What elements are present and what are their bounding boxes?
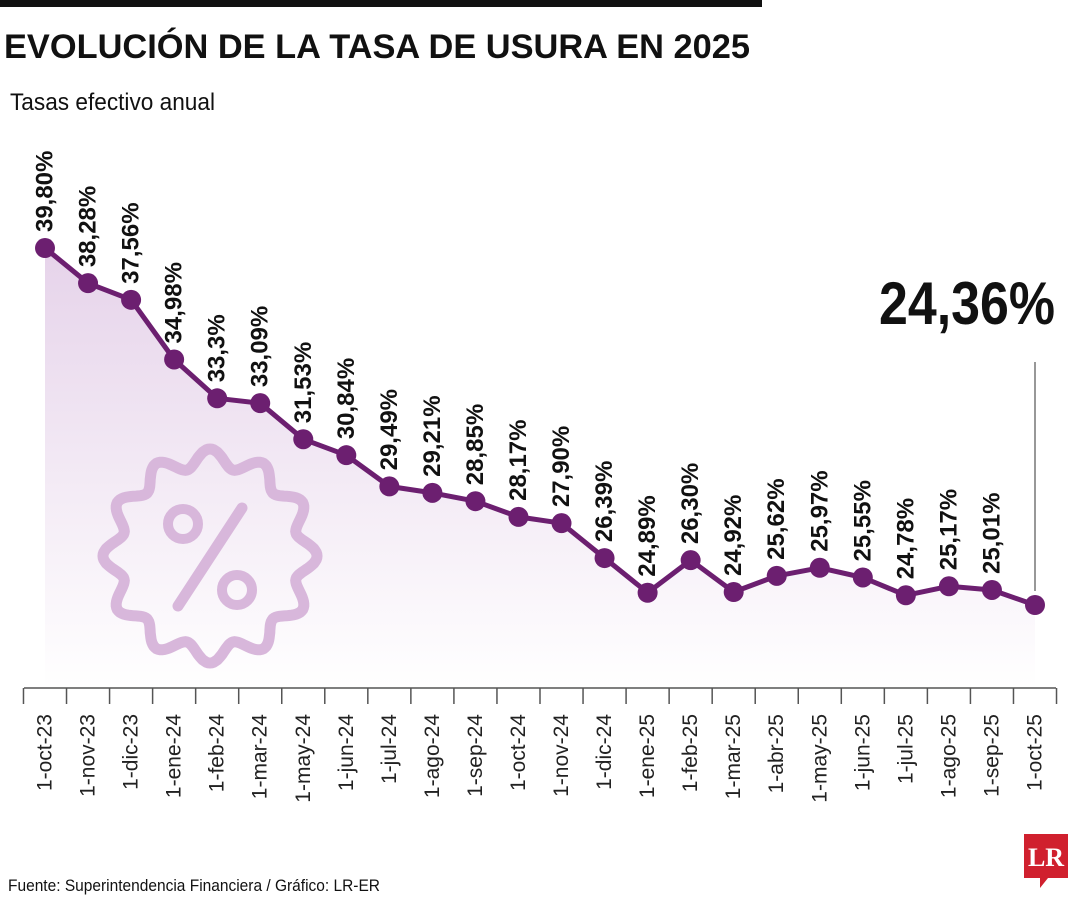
point <box>895 585 916 606</box>
x-tick-label: 1-sep-24 <box>464 714 487 797</box>
logo-badge <box>1024 834 1068 888</box>
x-tick-label: 1-oct-23 <box>34 714 57 791</box>
point <box>938 576 959 597</box>
point <box>35 238 55 259</box>
value-label: 25,17% <box>935 489 962 570</box>
x-tick-label: 1-mar-24 <box>249 714 272 800</box>
x-tick-label: 1-jun-25 <box>851 714 874 791</box>
value-label: 30,84% <box>333 358 360 439</box>
value-label: 24,78% <box>892 498 919 579</box>
value-label: 29,49% <box>376 389 403 470</box>
x-tick-label: 1-ene-25 <box>636 714 659 798</box>
x-tick-label: 1-may-25 <box>808 714 831 803</box>
point <box>594 548 615 569</box>
value-label: 24,92% <box>720 495 747 576</box>
x-tick-label: 1-may-24 <box>292 714 315 803</box>
chart-subtitle: Tasas efectivo anual <box>10 89 215 116</box>
highlight-label: 24,36% <box>879 270 1055 337</box>
value-label: 29,21% <box>419 395 446 476</box>
x-tick-label: 1-nov-23 <box>77 714 100 797</box>
point <box>422 482 443 503</box>
x-tick-label: 1-feb-24 <box>206 714 229 793</box>
badge-slash <box>172 502 248 612</box>
value-label: 37,56% <box>118 202 145 283</box>
x-tick-label: 1-ene-24 <box>163 714 186 798</box>
point <box>293 429 314 450</box>
value-label: 39,80% <box>32 151 59 232</box>
point <box>250 393 271 414</box>
point <box>121 289 142 310</box>
point <box>465 491 486 512</box>
point <box>1025 594 1045 615</box>
value-label: 26,39% <box>591 461 618 542</box>
point <box>508 506 529 527</box>
value-label: 33,09% <box>247 306 274 387</box>
x-tick-label: 1-dic-23 <box>120 714 143 790</box>
x-tick-label: 1-sep-25 <box>980 714 1003 797</box>
x-tick-label: 1-oct-25 <box>1024 714 1047 791</box>
x-tick-label: 1-mar-25 <box>722 714 745 799</box>
value-label: 33,3% <box>204 314 231 382</box>
x-tick-label: 1-ago-25 <box>937 714 960 798</box>
x-tick-label: 1-dic-24 <box>593 714 616 790</box>
x-tick-label: 1-oct-24 <box>507 714 530 791</box>
x-tick-label: 1-feb-25 <box>679 714 702 792</box>
point <box>551 513 572 534</box>
point <box>164 349 185 370</box>
badge-dot <box>217 570 257 610</box>
point <box>207 388 228 409</box>
value-label: 34,98% <box>161 262 188 343</box>
point <box>981 579 1002 600</box>
logo-text: LR <box>1028 843 1064 872</box>
value-label: 31,53% <box>290 342 317 423</box>
value-label: 24,89% <box>634 495 661 576</box>
point <box>766 565 787 586</box>
point <box>680 550 701 571</box>
x-tick-label: 1-jun-24 <box>335 714 358 791</box>
value-label: 28,85% <box>462 404 489 485</box>
x-tick-label: 1-ago-24 <box>421 714 444 798</box>
point <box>336 445 357 466</box>
point <box>637 582 658 603</box>
value-label: 25,01% <box>978 493 1005 574</box>
x-tick-label: 1-nov-24 <box>550 714 573 797</box>
value-label: 26,30% <box>677 463 704 544</box>
x-tick-label: 1-jul-24 <box>378 714 401 784</box>
point <box>379 476 400 497</box>
value-label: 38,28% <box>75 186 102 267</box>
value-label: 25,55% <box>849 480 876 561</box>
value-label: 28,17% <box>505 420 532 501</box>
x-tick-label: 1-jul-25 <box>894 714 917 784</box>
value-label: 27,90% <box>548 426 575 507</box>
chart-title: EVOLUCIÓN DE LA TASA DE USURA EN 2025 <box>4 28 750 66</box>
point <box>78 273 99 294</box>
value-label: 25,62% <box>763 478 790 559</box>
point <box>723 582 744 603</box>
badge-dot <box>163 504 203 544</box>
x-tick-label: 1-abr-25 <box>765 714 788 793</box>
top-bar <box>0 0 762 7</box>
source-note: Fuente: Superintendencia Financiera / Gr… <box>8 876 380 895</box>
point <box>809 557 830 578</box>
point <box>852 567 873 588</box>
badge-outline <box>97 443 323 669</box>
value-label: 25,97% <box>806 470 833 551</box>
plot-area: 1-oct-23 39,80% 1-nov-23 38,28% 1-dic-23 37,5… <box>22 151 1058 803</box>
